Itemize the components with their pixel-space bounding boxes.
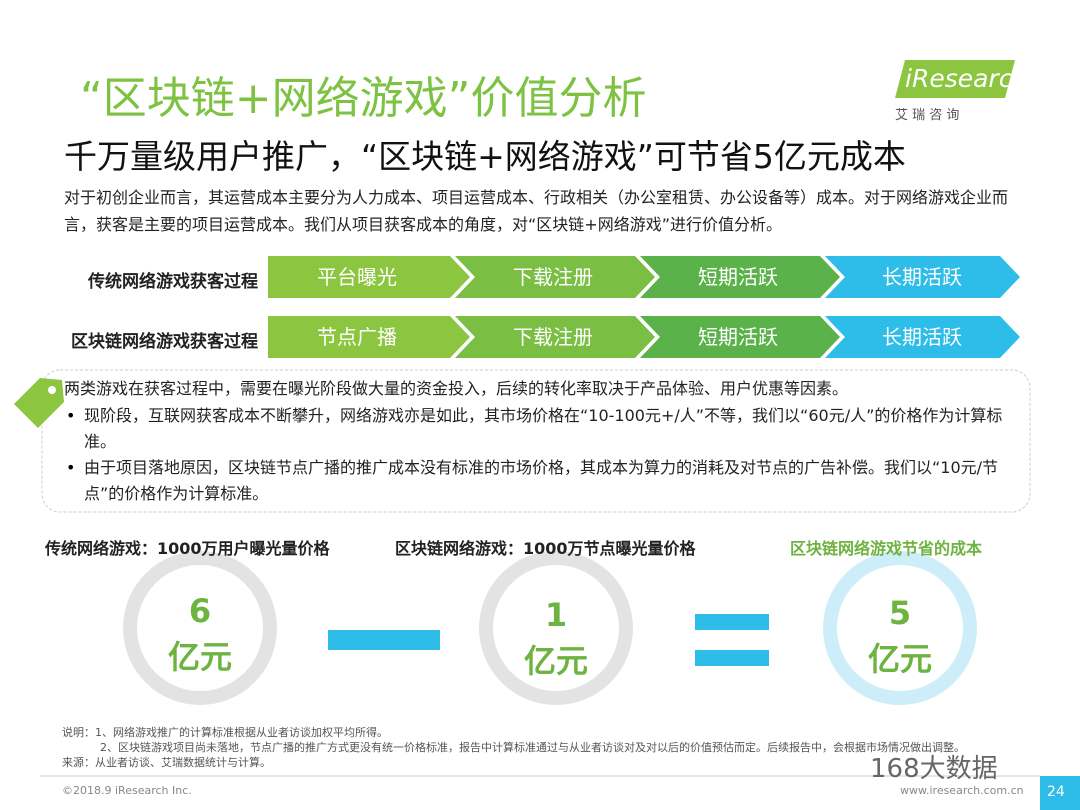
bullet: • xyxy=(66,406,76,425)
equals xyxy=(695,650,769,666)
equals xyxy=(695,614,769,630)
calc-value: 1 xyxy=(544,596,568,634)
logo: iResearch xyxy=(905,64,1029,93)
flow-step: 短期活跃 xyxy=(698,265,778,289)
minus xyxy=(328,630,440,650)
logo-cn: 艾 瑞 咨 询 xyxy=(895,108,960,123)
logo-badge xyxy=(895,60,1015,98)
footnote: 说明：1、网络游戏推广的计算标准根据从业者访谈加权平均所得。 xyxy=(62,726,388,739)
flow-step: 短期活跃 xyxy=(698,325,778,349)
chevron xyxy=(640,256,840,298)
chevron xyxy=(455,316,655,358)
subtitle: 千万量级用户推广，“区块链+网络游戏”可节省5亿元成本 xyxy=(64,137,906,176)
flow-step: 长期活跃 xyxy=(882,265,962,289)
calc-unit: 亿元 xyxy=(167,638,232,676)
note-box xyxy=(41,369,1031,513)
flow-step: 下载注册 xyxy=(513,265,593,289)
flow-step: 下载注册 xyxy=(513,325,593,349)
calc-value: 6 xyxy=(188,592,212,630)
flow-step: 长期活跃 xyxy=(882,325,962,349)
flow-step: 节点广播 xyxy=(317,325,397,349)
calc-label: 区块链网络游戏：1000万节点曝光量价格 xyxy=(395,539,696,558)
calc-unit: 亿元 xyxy=(867,640,932,678)
note-lead: 两类游戏在获客过程中，需要在曝光阶段做大量的资金投入，后续的转化率取决于产品体验… xyxy=(64,379,849,398)
calc-label: 传统网络游戏：1000万用户曝光量价格 xyxy=(45,539,330,558)
ring xyxy=(123,551,277,705)
page-box xyxy=(1040,776,1080,810)
note-bullet: 现阶段，互联网获客成本不断攀升，网络游戏亦是如此，其市场价格在“10-100元+… xyxy=(84,406,1003,451)
footnote: 来源：从业者访谈、艾瑞数据统计与计算。 xyxy=(62,756,271,769)
page-number: 24 xyxy=(1047,784,1065,800)
bullet: • xyxy=(66,458,76,477)
flow-label: 区块链网络游戏获客过程 xyxy=(71,332,258,352)
watermark: 168大数据 xyxy=(870,754,998,784)
chevron xyxy=(455,256,655,298)
calc-unit: 亿元 xyxy=(523,642,588,680)
intro: 对于初创企业而言，其运营成本主要分为人力成本、项目运营成本、行政相关（办公室租赁… xyxy=(64,188,1009,234)
tag-icon xyxy=(14,378,64,428)
flow-label: 传统网络游戏获客过程 xyxy=(88,272,258,292)
chevron xyxy=(268,256,470,298)
chevron xyxy=(268,316,470,358)
chevron xyxy=(640,316,840,358)
calc-label: 区块链网络游戏节省的成本 xyxy=(790,539,983,558)
chevron xyxy=(825,256,1020,298)
title: “区块链+网络游戏”价值分析 xyxy=(80,73,647,124)
ring xyxy=(479,551,633,705)
ring xyxy=(823,551,977,705)
note-bullet: 由于项目落地原因，区块链节点广播的推广成本没有标准的市场价格，其成本为算力的消耗… xyxy=(84,458,999,503)
flow-step: 平台曝光 xyxy=(317,265,397,289)
footnote: 2、区块链游戏项目尚未落地，节点广播的推广方式更没有统一价格标准，报告中计算标准… xyxy=(100,741,965,754)
copyright: ©2018.9 iResearch Inc. xyxy=(62,784,192,797)
tag-hole xyxy=(48,386,56,394)
chevron xyxy=(825,316,1020,358)
url: www.iresearch.com.cn xyxy=(900,784,1024,797)
calc-value: 5 xyxy=(888,594,912,632)
